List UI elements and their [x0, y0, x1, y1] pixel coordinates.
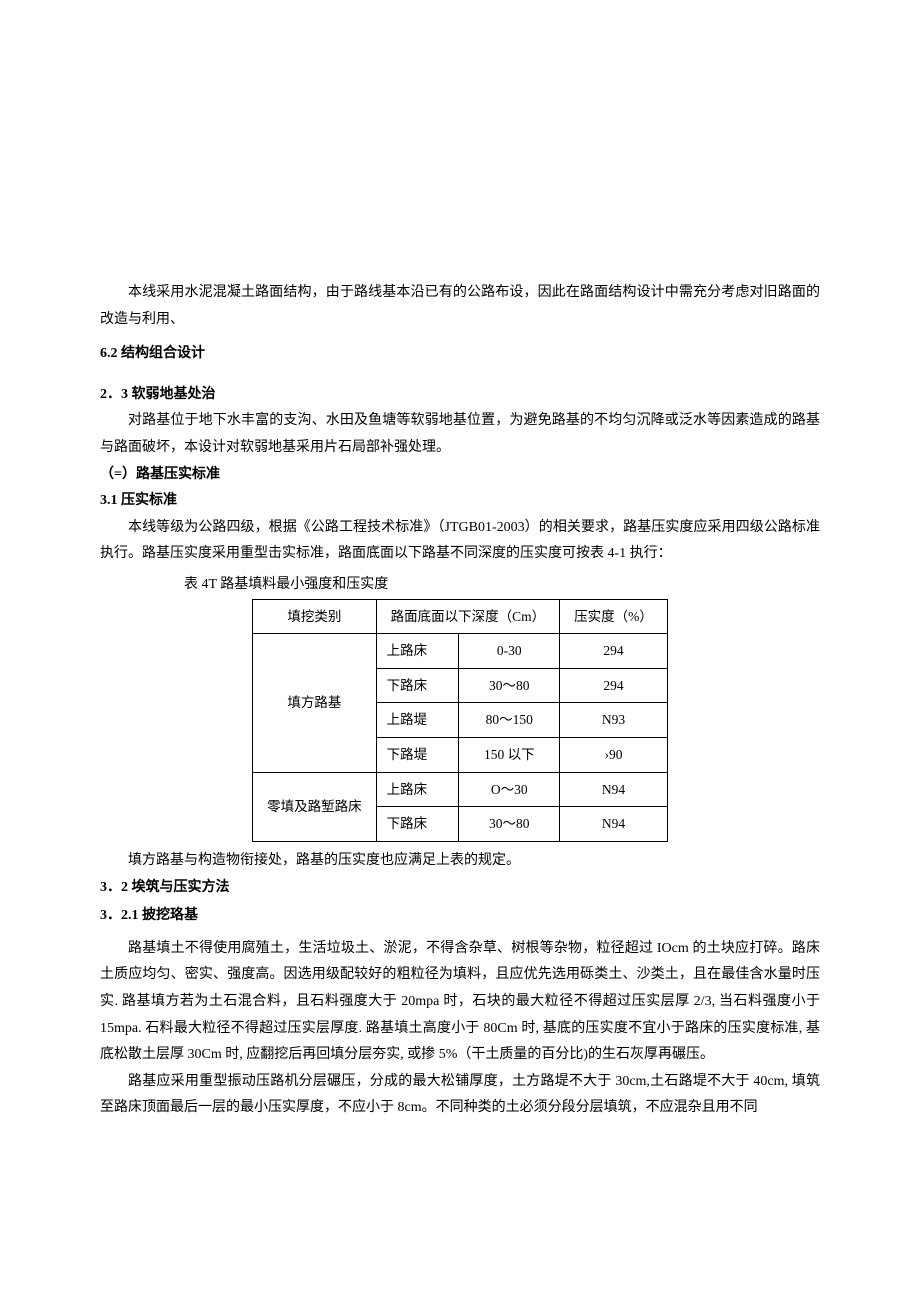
compact-cell: N94	[560, 807, 668, 842]
fill-paragraph-2: 路基应采用重型振动压路机分层碾压，分成的最大松铺厚度，土方路堤不大于 30cm,…	[100, 1069, 820, 1122]
compact-cell: 294	[560, 668, 668, 703]
layer-cell: 下路床	[376, 668, 459, 703]
section-eq-heading: （=）路基压实标准	[100, 462, 820, 489]
layer-cell: 下路堤	[376, 738, 459, 773]
compact-cell: 294	[560, 634, 668, 669]
compact-cell: N93	[560, 703, 668, 738]
table-row: 零填及路堑路床 上路床 O～30 N94	[253, 772, 668, 807]
header-category: 填挖类别	[253, 599, 377, 634]
table-caption: 表 4T 路基填料最小强度和压实度	[184, 572, 820, 599]
table-header-row: 填挖类别 路面底面以下深度（Cm） 压实度（%）	[253, 599, 668, 634]
section-3-2-heading: 3．2 埃筑与压实方法	[100, 875, 820, 902]
depth-cell: O～30	[459, 772, 560, 807]
section-6-2-heading: 6.2 结构组合设计	[100, 341, 820, 368]
layer-cell: 上路床	[376, 772, 459, 807]
soft-base-paragraph: 对路基位于地下水丰富的支沟、水田及鱼塘等软弱地基位置，为避免路基的不均匀沉降或泛…	[100, 408, 820, 461]
section-3-2-1-heading: 3．2.1 披挖珞基	[100, 903, 820, 930]
depth-cell: 30～80	[459, 807, 560, 842]
fill-paragraph-1: 路基填土不得使用腐殖土，生活垃圾土、淤泥，不得含杂草、树根等杂物，粒径超过 IO…	[100, 936, 820, 1069]
layer-cell: 上路堤	[376, 703, 459, 738]
depth-cell: 150 以下	[459, 738, 560, 773]
header-compaction: 压实度（%）	[560, 599, 668, 634]
layer-cell: 上路床	[376, 634, 459, 669]
depth-cell: 0-30	[459, 634, 560, 669]
depth-cell: 80～150	[459, 703, 560, 738]
header-depth: 路面底面以下深度（Cm）	[376, 599, 560, 634]
layer-cell: 下路床	[376, 807, 459, 842]
standard-paragraph: 本线等级为公路四级，根据《公路工程技术标准》（JTGB01-2003）的相关要求…	[100, 515, 820, 568]
compaction-table: 填挖类别 路面底面以下深度（Cm） 压实度（%） 填方路基 上路床 0-30 2…	[252, 599, 668, 842]
table-row: 填方路基 上路床 0-30 294	[253, 634, 668, 669]
compact-cell: N94	[560, 772, 668, 807]
section-2-3-heading: 2．3 软弱地基处治	[100, 382, 820, 409]
compact-cell: ›90	[560, 738, 668, 773]
category-fill: 填方路基	[253, 634, 377, 773]
section-3-1-heading: 3.1 压实标准	[100, 488, 820, 515]
category-zero-fill: 零填及路堑路床	[253, 772, 377, 841]
depth-cell: 30～80	[459, 668, 560, 703]
intro-paragraph: 本线采用水泥混凝土路面结构，由于路线基本沿已有的公路布设，因此在路面结构设计中需…	[100, 280, 820, 333]
after-table-paragraph: 填方路基与构造物衔接处，路基的压实度也应满足上表的规定。	[100, 848, 820, 875]
